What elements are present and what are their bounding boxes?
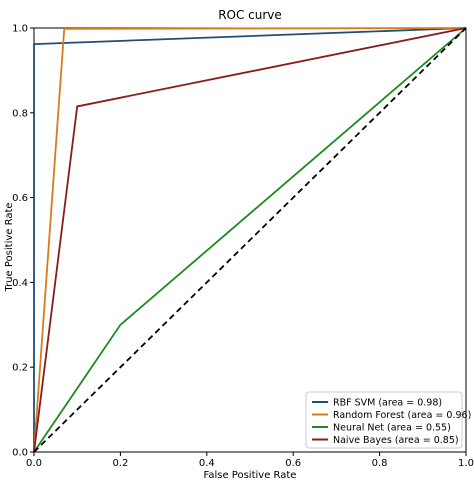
roc-series-line-3	[33, 27, 467, 453]
y-tick-label: 0.8	[12, 108, 28, 119]
legend: RBF SVM (area = 0.98)Random Forest (area…	[305, 391, 471, 449]
y-tick-label: 0.2	[12, 363, 28, 374]
y-tick-label: 0.0	[12, 448, 28, 459]
ticks-layer: 0.0 0.2 0.4 0.6 0.8 1.0 0.0 0.2 0.4 0.6 0.8 1.0	[12, 24, 474, 470]
y-axis-label: True Positive Rate	[4, 202, 15, 292]
chance-diagonal-line	[33, 27, 467, 453]
curves-layer	[33, 27, 467, 453]
roc-series-line-2	[33, 27, 467, 453]
y-tick-label: 0.4	[12, 278, 28, 289]
roc-series-line-0	[33, 27, 467, 452]
x-tick-label: 0.2	[112, 458, 128, 469]
legend-entry-label: Neural Net (area = 0.55)	[333, 423, 451, 434]
y-tick-label: 1.0	[12, 24, 28, 35]
x-tick-label: 0.8	[372, 458, 388, 469]
x-tick-label: 0.4	[199, 458, 215, 469]
x-axis-label: False Positive Rate	[204, 470, 297, 481]
x-tick-label: 0.6	[285, 458, 301, 469]
x-tick-label: 1.0	[458, 458, 474, 469]
x-tick-label: 0.0	[26, 458, 42, 469]
legend-entry-label: Naive Bayes (area = 0.85)	[333, 435, 459, 446]
legend-entry-label: Random Forest (area = 0.96)	[333, 410, 471, 421]
legend-entry-label: RBF SVM (area = 0.98)	[333, 398, 442, 409]
chart-title: ROC curve	[218, 8, 282, 22]
legend-box	[305, 391, 463, 449]
y-tick-label: 0.6	[12, 193, 28, 204]
roc-series-line-1	[33, 27, 467, 453]
